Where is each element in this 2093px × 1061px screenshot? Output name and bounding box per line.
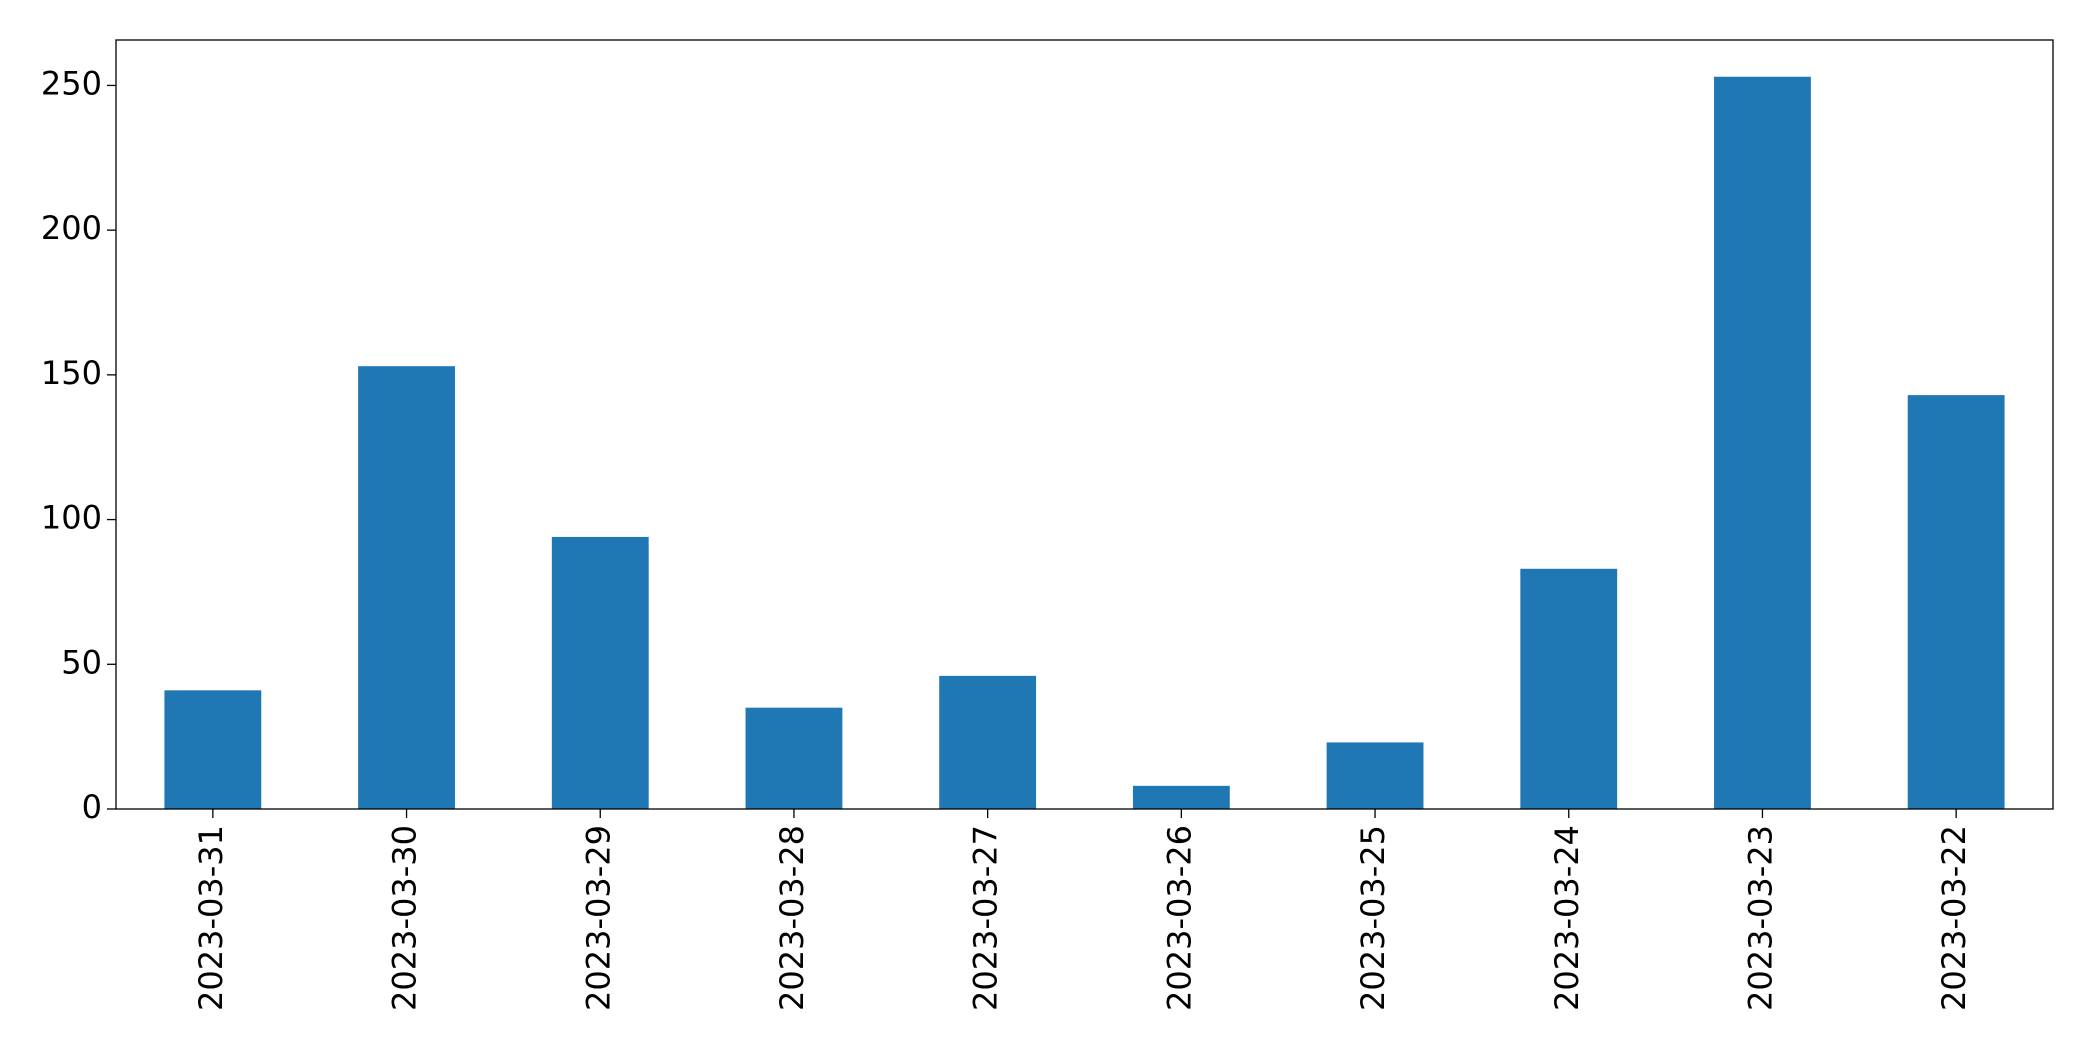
bar	[1714, 76, 1811, 810]
bar	[1520, 568, 1618, 809]
y-tick-label: 150	[41, 354, 102, 392]
x-tick-label: 2023-03-24	[1548, 825, 1586, 1011]
bar	[745, 707, 843, 809]
bar	[1907, 395, 2005, 809]
y-tick-label: 0	[82, 788, 102, 826]
x-tick-label: 2023-03-29	[579, 825, 617, 1011]
y-tick-label: 250	[41, 64, 102, 102]
x-tick-label: 2023-03-30	[386, 825, 424, 1011]
bar	[1326, 742, 1424, 809]
x-tick-label: 2023-03-23	[1741, 825, 1779, 1011]
y-tick-label: 200	[41, 209, 102, 247]
x-tick-label: 2023-03-31	[192, 825, 230, 1011]
bar	[551, 536, 649, 809]
bar	[1132, 785, 1230, 809]
y-tick-label: 100	[41, 499, 102, 537]
plot-frame	[115, 39, 2054, 810]
bar	[358, 366, 455, 809]
y-tick-label: 50	[61, 643, 102, 681]
x-tick-label: 2023-03-25	[1354, 825, 1392, 1011]
x-tick-label: 2023-03-27	[967, 825, 1005, 1011]
bar	[939, 675, 1037, 809]
x-tick-label: 2023-03-28	[773, 825, 811, 1011]
x-tick-label: 2023-03-22	[1935, 825, 1973, 1011]
bar	[164, 690, 262, 809]
x-tick-label: 2023-03-26	[1160, 825, 1198, 1011]
